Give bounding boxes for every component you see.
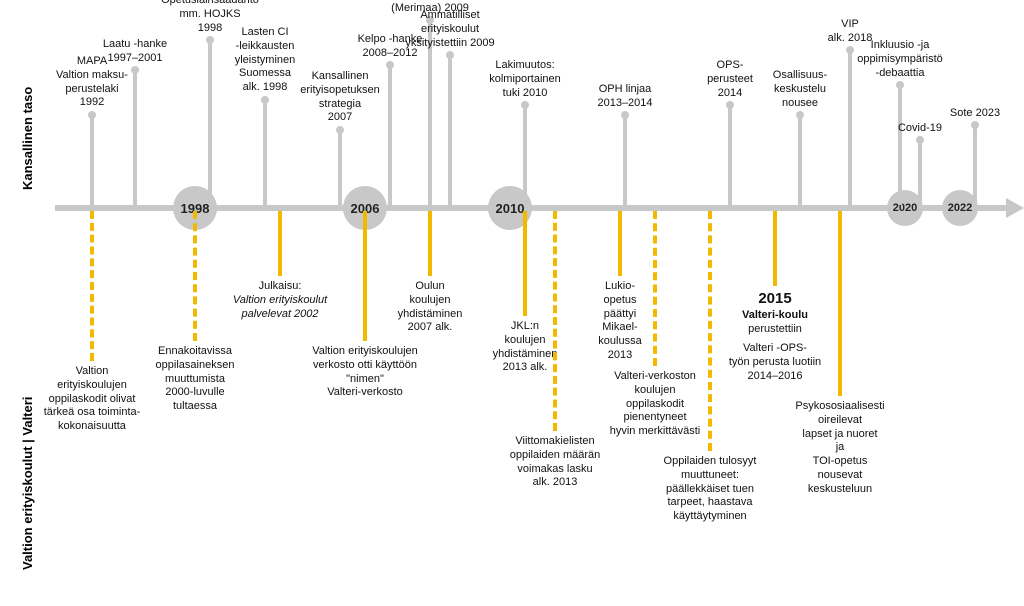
top-tick-10 [728,105,732,205]
top-label-4: Kansallinenerityisopetuksenstrategia2007 [265,70,415,125]
timeline-arrowhead [1006,198,1024,218]
top-label-7: Ammatilliseterityiskoulutyksityistettiin… [375,9,525,50]
bottom-label-3: Valtion erityiskoulujenverkosto otti käy… [290,345,440,400]
bottom-tick-7 [618,211,622,276]
bottom-tick-5 [523,211,527,316]
bottom-label-10: 2015Valteri-kouluperustettiinValteri -OP… [700,290,850,384]
top-tick-14 [918,140,922,205]
top-label-13: Inkluusio -jaoppimisympäristö-debaattia [825,39,975,80]
top-tick-11 [798,115,802,205]
bottom-label-7: Lukio-opetuspäättyiMikael-koulussa2013 [545,280,695,363]
top-tick-4 [338,130,342,205]
top-tick-15 [973,125,977,205]
bottom-tick-8 [653,211,657,366]
bottom-tick-4 [428,211,432,276]
bottom-label-1: Ennakoitavissaoppilasaineksenmuuttumista… [120,345,270,414]
top-tick-13 [898,85,902,205]
top-tick-0 [90,115,94,205]
bottom-tick-11 [838,211,842,396]
bottom-label-6: Viittomakielistenoppilaiden määränvoimak… [480,435,630,490]
bottom-tick-2 [278,211,282,276]
top-tick-5 [388,65,392,205]
top-label-15: Sote 2023 [900,107,1024,121]
bottom-tick-0 [90,211,94,361]
top-tick-8 [523,105,527,205]
bottom-tick-10 [773,211,777,286]
top-tick-1 [133,70,137,205]
bottom-label-9: Oppilaiden tulosyytmuuttuneet:päällekkäi… [635,455,785,524]
top-label-1: Laatu -hanke1997–2001 [60,38,210,66]
bottom-label-2: Julkaisu:Valtion erityiskoulutpalvelevat… [205,280,355,321]
top-tick-9 [623,115,627,205]
bottom-tick-1 [193,211,197,341]
bottom-label-11: Psykososiaalisestioireilevatlapset ja nu… [765,400,915,496]
